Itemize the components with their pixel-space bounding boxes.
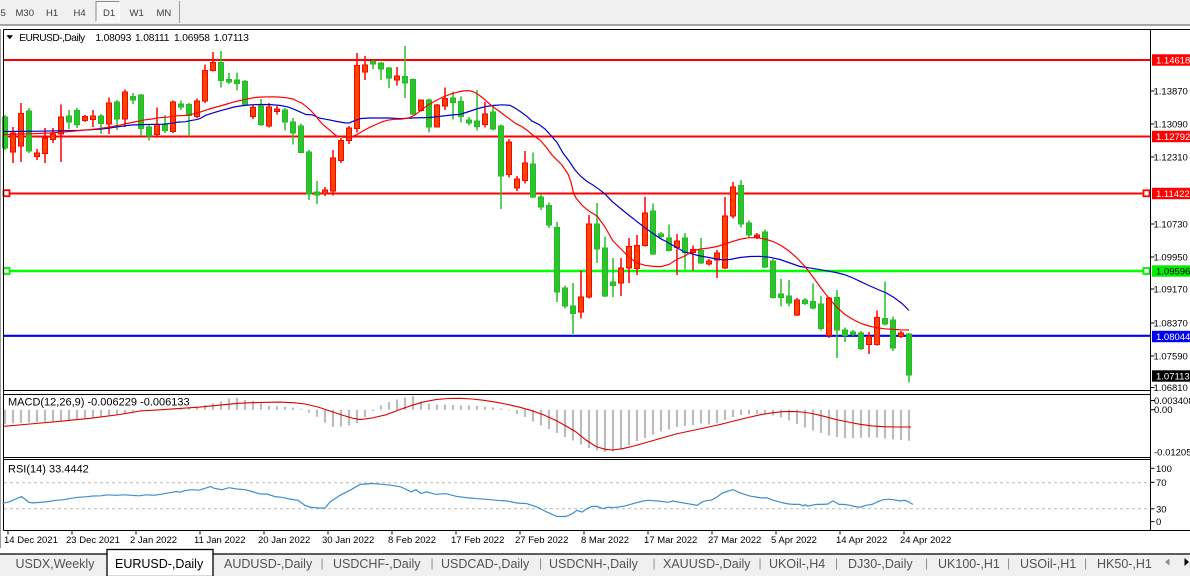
svg-text:HK50-,H1: HK50-,H1	[1097, 557, 1152, 571]
svg-text:|: |	[1007, 556, 1010, 570]
svg-text:|: |	[1084, 556, 1087, 570]
svg-text:23 Dec 2021: 23 Dec 2021	[66, 535, 120, 546]
svg-text:H4: H4	[74, 8, 86, 19]
svg-text:|: |	[925, 556, 928, 570]
svg-text:1.12310: 1.12310	[1154, 153, 1188, 164]
svg-text:USDCHF-,Daily: USDCHF-,Daily	[333, 557, 421, 571]
svg-text:|: |	[759, 556, 762, 570]
svg-text:1.09596: 1.09596	[1156, 267, 1190, 278]
svg-text:14 Apr 2022: 14 Apr 2022	[836, 535, 887, 546]
svg-text:0.00: 0.00	[1154, 405, 1173, 416]
svg-text:1.08111: 1.08111	[135, 33, 170, 44]
svg-text:1.14618: 1.14618	[1156, 56, 1190, 67]
svg-text:1.08370: 1.08370	[1154, 319, 1188, 330]
svg-text:1.06958: 1.06958	[174, 33, 210, 44]
svg-text:1.09170: 1.09170	[1154, 285, 1188, 296]
svg-text:|: |	[539, 556, 542, 570]
svg-text:1.13090: 1.13090	[1154, 120, 1188, 131]
svg-text:1.08044: 1.08044	[1156, 332, 1190, 343]
svg-text:|: |	[835, 556, 838, 570]
svg-text:30 Jan 2022: 30 Jan 2022	[322, 535, 374, 546]
svg-text:D1: D1	[103, 8, 115, 19]
svg-text:1.07590: 1.07590	[1154, 352, 1188, 363]
svg-text:|: |	[431, 556, 434, 570]
svg-text:1.10730: 1.10730	[1154, 220, 1188, 231]
svg-text:DJ30-,Daily: DJ30-,Daily	[848, 557, 913, 571]
svg-text:8 Mar 2022: 8 Mar 2022	[581, 535, 629, 546]
svg-text:1.08093: 1.08093	[95, 33, 131, 44]
svg-text:8 Feb 2022: 8 Feb 2022	[388, 535, 436, 546]
svg-text:AUDUSD-,Daily: AUDUSD-,Daily	[224, 557, 313, 571]
svg-text:EURUSD-,Daily: EURUSD-,Daily	[115, 557, 204, 571]
svg-text:27 Mar 2022: 27 Mar 2022	[708, 535, 761, 546]
svg-text:100: 100	[1156, 464, 1172, 475]
svg-text:5 Apr 2022: 5 Apr 2022	[771, 535, 817, 546]
svg-text:MN: MN	[157, 8, 172, 19]
svg-text:1.07113: 1.07113	[214, 33, 250, 44]
svg-text:RSI(14) 33.4442: RSI(14) 33.4442	[8, 464, 89, 476]
svg-text:5: 5	[1, 8, 6, 19]
svg-text:24 Apr 2022: 24 Apr 2022	[900, 535, 951, 546]
svg-text:1.13870: 1.13870	[1154, 87, 1188, 98]
svg-text:30: 30	[1156, 504, 1167, 515]
svg-text:M30: M30	[16, 8, 34, 19]
svg-text:1.07113: 1.07113	[1156, 372, 1190, 383]
svg-text:70: 70	[1156, 478, 1167, 489]
svg-text:1.11422: 1.11422	[1156, 189, 1190, 200]
svg-text:1.09950: 1.09950	[1154, 253, 1188, 264]
svg-text:UK100-,H1: UK100-,H1	[938, 557, 1000, 571]
svg-text:|: |	[321, 556, 324, 570]
svg-text:MACD(12,26,9) -0.006229 -0.006: MACD(12,26,9) -0.006229 -0.006133	[8, 397, 190, 409]
svg-text:2 Jan 2022: 2 Jan 2022	[130, 535, 177, 546]
svg-text:USDX,Weekly: USDX,Weekly	[16, 557, 96, 571]
svg-text:0.003408: 0.003408	[1154, 396, 1190, 407]
svg-text:17 Feb 2022: 17 Feb 2022	[451, 535, 504, 546]
svg-text:-0.012059: -0.012059	[1154, 447, 1190, 458]
svg-text:14 Dec 2021: 14 Dec 2021	[4, 535, 58, 546]
svg-text:H1: H1	[46, 8, 58, 19]
svg-text:27 Feb 2022: 27 Feb 2022	[515, 535, 568, 546]
svg-text:USOil-,H1: USOil-,H1	[1020, 557, 1076, 571]
svg-text:17 Mar 2022: 17 Mar 2022	[644, 535, 697, 546]
svg-text:W1: W1	[130, 8, 144, 19]
svg-text:USDCNH-,Daily: USDCNH-,Daily	[549, 557, 639, 571]
svg-text:0: 0	[1156, 517, 1161, 528]
svg-text:XAUUSD-,Daily: XAUUSD-,Daily	[663, 557, 751, 571]
svg-text:11 Jan 2022: 11 Jan 2022	[194, 535, 246, 546]
svg-text:1.12792: 1.12792	[1156, 132, 1190, 143]
svg-text:1.06810: 1.06810	[1154, 383, 1188, 394]
svg-text:EURUSD-,Daily: EURUSD-,Daily	[19, 33, 86, 44]
svg-text:|: |	[653, 556, 656, 570]
svg-text:USDCAD-,Daily: USDCAD-,Daily	[441, 557, 530, 571]
svg-text:UKOil-,H4: UKOil-,H4	[769, 557, 825, 571]
svg-text:20 Jan 2022: 20 Jan 2022	[258, 535, 310, 546]
